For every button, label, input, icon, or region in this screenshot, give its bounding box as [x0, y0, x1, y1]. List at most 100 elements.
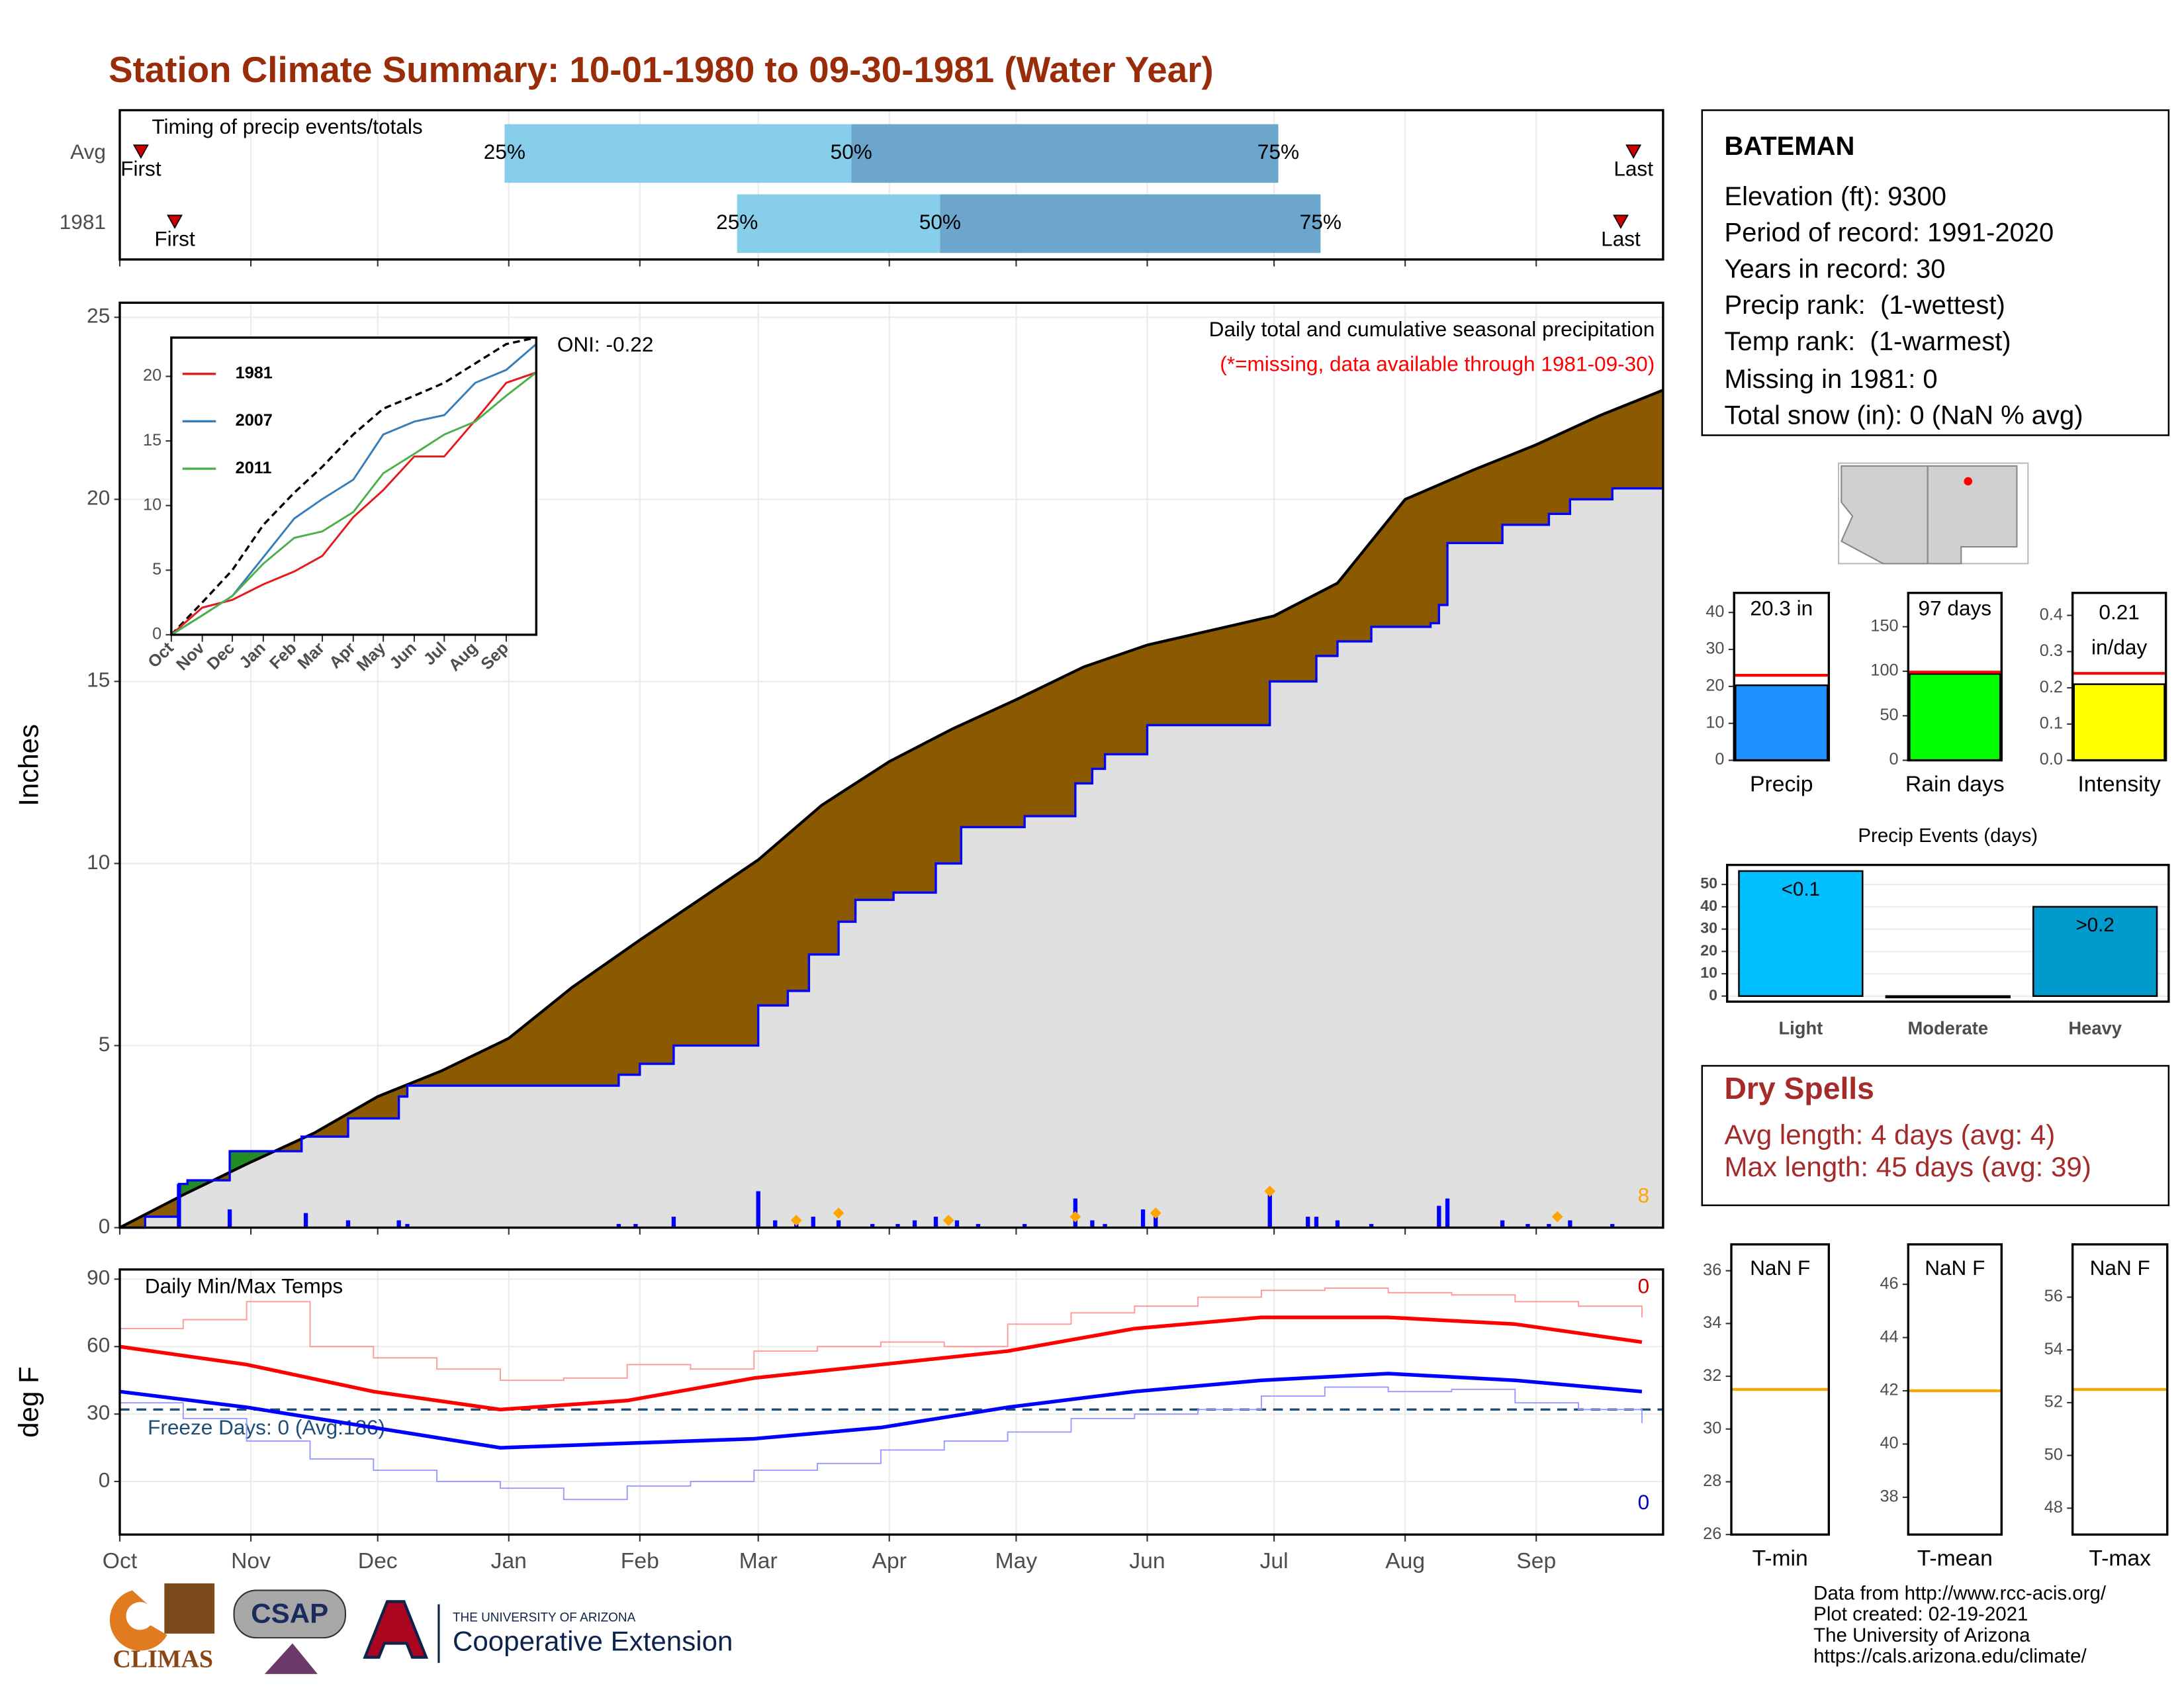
- row-label: 1981: [60, 210, 106, 234]
- climas-logo: [109, 1590, 167, 1651]
- y-tick-label: 34: [1703, 1313, 1721, 1332]
- y-tick-label: 20: [1706, 677, 1724, 695]
- y-tick-label: 10: [1700, 964, 1717, 981]
- station-line: Missing in 1981: 0: [1724, 365, 1937, 394]
- quartile-label: 75%: [1300, 210, 1342, 234]
- plot-frame: [1733, 591, 1831, 762]
- daily-bar: [1090, 1220, 1095, 1228]
- bar: [2073, 683, 2165, 761]
- daily-bar: [1547, 1224, 1551, 1228]
- y-tick-label: 32: [1703, 1366, 1721, 1385]
- y-tick-label: 26: [1703, 1524, 1721, 1543]
- y-tick-label: 10: [143, 495, 161, 514]
- series-line: [119, 1372, 1643, 1450]
- plot-frame: [1907, 591, 2003, 762]
- y-tick-label: 0: [99, 1468, 111, 1491]
- marker: [1069, 1211, 1081, 1223]
- quartile-bar: [737, 194, 940, 254]
- bar: [1909, 673, 2001, 761]
- csap-mountain: [264, 1643, 318, 1674]
- category-label: T-mean: [1917, 1546, 1993, 1571]
- marker: [942, 1215, 954, 1226]
- y-tick-label: 10: [87, 850, 110, 874]
- daily-bar: [1437, 1205, 1441, 1228]
- quartile-bar: [940, 194, 1321, 254]
- daily-bar: [1568, 1220, 1572, 1228]
- y-tick-label: 0: [99, 1214, 111, 1238]
- daily-bar: [227, 1209, 232, 1228]
- daily-bar: [933, 1217, 938, 1228]
- category-label: Moderate: [1908, 1018, 1989, 1039]
- footer-line: https://cals.arizona.edu/climate/: [1813, 1645, 2087, 1667]
- ua-logo: [363, 1600, 429, 1659]
- y-tick-label: 40: [1700, 897, 1717, 914]
- observed-line: [119, 487, 1663, 1229]
- daily-bar: [1154, 1217, 1158, 1228]
- value-label: NaN F: [2090, 1256, 2150, 1280]
- y-tick-label: 54: [2044, 1340, 2063, 1358]
- station-line: Precip rank: (1-wettest): [1724, 291, 2005, 320]
- y-tick-label: 28: [1703, 1472, 1721, 1490]
- timing-marker: [1613, 214, 1629, 229]
- bar-label: >0.2: [2076, 914, 2115, 936]
- station-name: BATEMAN: [1724, 132, 1854, 161]
- category-label: T-max: [2089, 1546, 2151, 1571]
- bar: [2032, 906, 2158, 997]
- annotation: ONI: -0.22: [557, 332, 654, 356]
- footer-line: Data from http://www.rcc-acis.org/: [1813, 1583, 2107, 1605]
- panel-subtitle: (*=missing, data available through 1981-…: [1220, 352, 1655, 375]
- value-label: 20.3 in: [1750, 596, 1813, 620]
- climas-text: CLIMAS: [113, 1646, 212, 1673]
- y-tick-label: 5: [99, 1032, 111, 1056]
- y-tick-label: 56: [2044, 1287, 2063, 1305]
- quartile-label: 50%: [831, 140, 872, 164]
- dry-spells-title: Dry Spells: [1724, 1071, 1874, 1105]
- footer-line: Plot created: 02-19-2021: [1813, 1603, 2028, 1625]
- y-tick-label: 30: [1706, 639, 1724, 658]
- x-tick-label: Jul: [1260, 1549, 1289, 1573]
- y-tick-label: 30: [1703, 1419, 1721, 1437]
- legend-label: 2011: [236, 459, 272, 477]
- csap-cloud: [233, 1589, 346, 1639]
- y-tick-label: 0: [1709, 986, 1717, 1004]
- min-count: 0: [1638, 1490, 1650, 1514]
- y-tick-label: 36: [1703, 1260, 1721, 1279]
- y-tick-label: 15: [143, 431, 161, 449]
- marker-count: 8: [1638, 1184, 1650, 1207]
- daily-bar: [405, 1224, 410, 1228]
- series-line: [119, 1386, 1643, 1501]
- timing-marker: [132, 144, 149, 159]
- daily-bar: [633, 1224, 638, 1228]
- plot-frame: [118, 109, 1664, 261]
- x-tick-label: Nov: [231, 1549, 271, 1573]
- plot-frame: [170, 336, 537, 636]
- daily-bar: [1023, 1224, 1027, 1228]
- daily-bar: [836, 1220, 841, 1228]
- daily-bar: [1267, 1191, 1272, 1228]
- daily-bar: [1500, 1220, 1505, 1228]
- x-tick-label: Aug: [1385, 1549, 1425, 1573]
- y-tick-label: 46: [1880, 1274, 1898, 1293]
- plot-frame: [118, 1268, 1664, 1536]
- y-tick-label: 20: [87, 486, 110, 510]
- station-line: Temp rank: (1-warmest): [1724, 327, 2011, 356]
- y-tick-label: 0.3: [2040, 641, 2063, 660]
- panel-title: Timing of precip events/totals: [152, 115, 422, 138]
- timing-marker-label: Last: [1614, 157, 1653, 181]
- y-tick-label: 50: [2044, 1445, 2063, 1464]
- bar: [1735, 684, 1829, 761]
- y-tick-label: 100: [1870, 661, 1898, 680]
- y-tick-label: 25: [87, 304, 110, 328]
- legend-label: 2007: [236, 411, 273, 430]
- quartile-label: 75%: [1257, 140, 1299, 164]
- station-line: Years in record: 30: [1724, 254, 1945, 283]
- row-label: Avg: [70, 140, 106, 164]
- x-tick-label: Apr: [872, 1549, 907, 1573]
- y-tick-label: 0.4: [2040, 605, 2063, 624]
- y-tick-label: 50: [1700, 874, 1717, 892]
- station-line: Total snow (in): 0 (NaN % avg): [1724, 401, 2083, 430]
- y-tick-label: 52: [2044, 1393, 2063, 1411]
- y-tick-label: 42: [1880, 1381, 1898, 1399]
- daily-bar: [912, 1220, 917, 1228]
